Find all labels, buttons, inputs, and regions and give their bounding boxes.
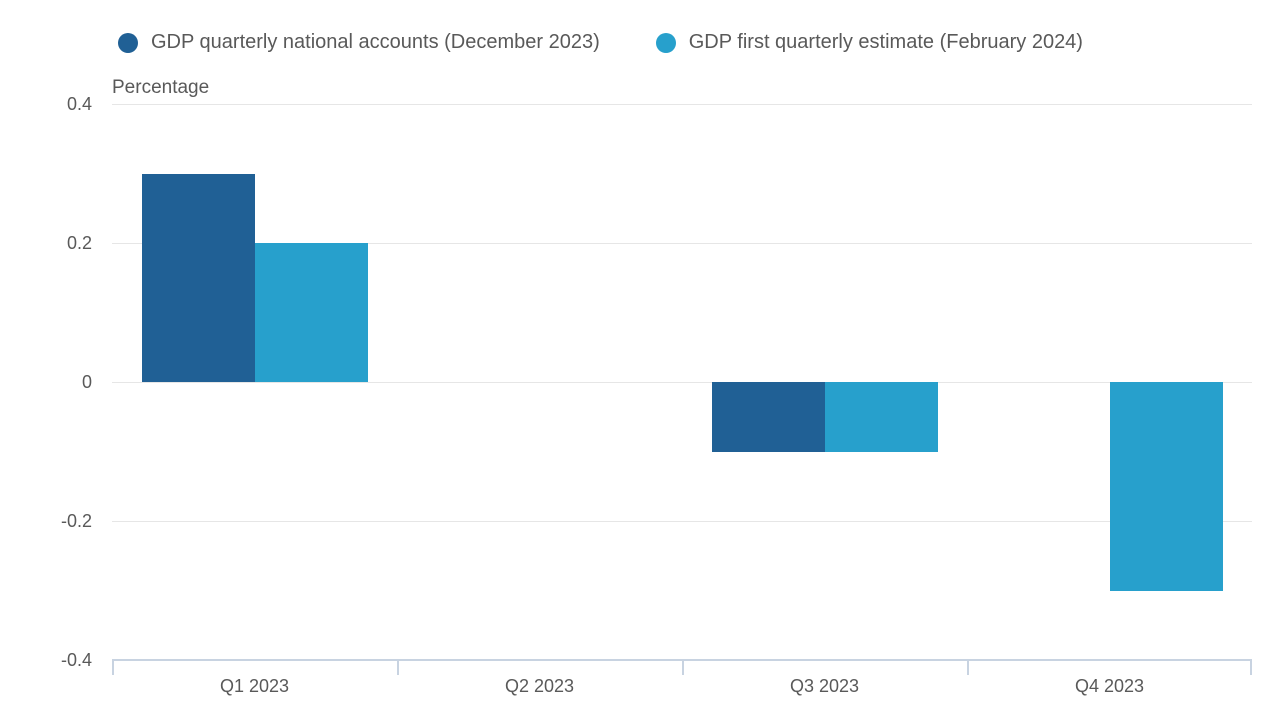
legend-label-national-accounts: GDP quarterly national accounts (Decembe… bbox=[151, 31, 600, 53]
x-tick-label-q2-2023: Q2 2023 bbox=[504, 676, 575, 696]
bar-series0-q1-2023[interactable] bbox=[141, 173, 255, 382]
x-axis-tick bbox=[682, 660, 684, 675]
x-axis-tick bbox=[1250, 660, 1252, 675]
plot-area bbox=[112, 104, 1252, 675]
x-tick-label-q1-2023: Q1 2023 bbox=[219, 676, 290, 696]
y-tick-label--0.2: -0.2 bbox=[60, 511, 92, 531]
legend-item-first-estimate[interactable]: GDP first quarterly estimate (February 2… bbox=[655, 31, 1083, 54]
x-axis-tick bbox=[967, 660, 969, 675]
bar-series1-q3-2023[interactable] bbox=[824, 382, 938, 452]
legend-dot-light-blue-icon bbox=[655, 32, 676, 53]
x-tick-label-q4-2023: Q4 2023 bbox=[1074, 676, 1145, 696]
x-tick-label-q3-2023: Q3 2023 bbox=[789, 676, 860, 696]
bar-series0-q3-2023[interactable] bbox=[711, 382, 825, 452]
y-tick-label-0.4: 0.4 bbox=[66, 94, 92, 114]
legend-item-national-accounts[interactable]: GDP quarterly national accounts (Decembe… bbox=[118, 31, 600, 54]
gridline-0.2 bbox=[112, 243, 1252, 244]
bar-series1-q1-2023[interactable] bbox=[254, 243, 368, 382]
y-tick-label-0.2: 0.2 bbox=[66, 233, 92, 253]
gridline-0.4 bbox=[112, 104, 1252, 105]
legend-dot-dark-blue-icon bbox=[118, 32, 138, 53]
chart-legend: GDP quarterly national accounts (Decembe… bbox=[118, 31, 1083, 54]
x-axis-tick bbox=[397, 660, 399, 675]
y-tick-label--0.4: -0.4 bbox=[60, 650, 92, 670]
y-tick-label-0: 0 bbox=[81, 372, 92, 392]
gridline--0.2 bbox=[112, 521, 1252, 522]
legend-label-first-estimate: GDP first quarterly estimate (February 2… bbox=[688, 31, 1083, 53]
gridline-0 bbox=[112, 382, 1252, 383]
bar-series1-q4-2023[interactable] bbox=[1109, 382, 1223, 591]
x-axis-tick bbox=[112, 660, 114, 675]
y-axis-title: Percentage bbox=[112, 77, 210, 98]
